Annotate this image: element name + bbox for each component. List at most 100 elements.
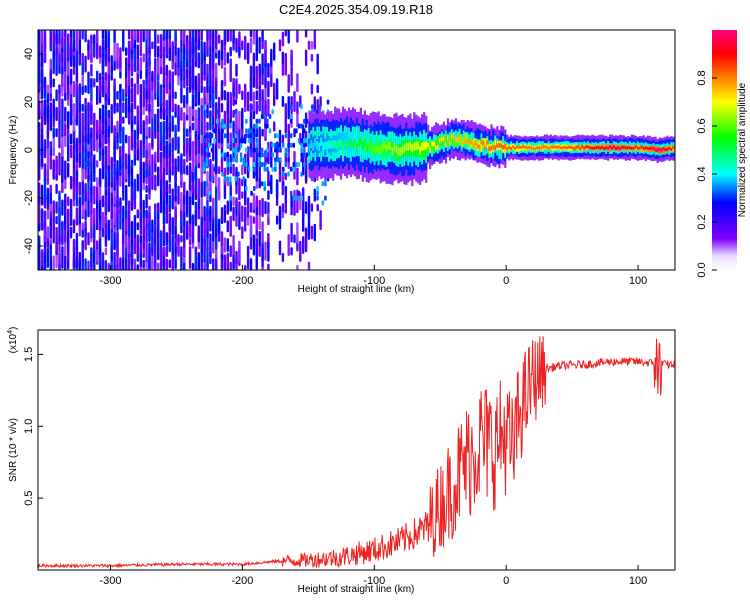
- heatmap-cell: [116, 42, 119, 61]
- heatmap-cell: [151, 96, 154, 119]
- heatmap-cell: [197, 208, 200, 220]
- heatmap-cell: [456, 137, 459, 147]
- heatmap-cell: [253, 186, 256, 191]
- heatmap-cell: [267, 170, 270, 182]
- heatmap-cell: [90, 64, 93, 77]
- heatmap-cell: [165, 30, 169, 39]
- heatmap-cell: [78, 30, 81, 41]
- heatmap-cell: [238, 210, 241, 231]
- heatmap-cell: [253, 123, 256, 129]
- heatmap-cell: [249, 215, 253, 238]
- heatmap-cell: [183, 158, 186, 170]
- heatmap-cell: [363, 138, 366, 147]
- heatmap-cell: [139, 108, 142, 120]
- heatmap-cell: [217, 218, 221, 235]
- heatmap-cell: [258, 135, 261, 155]
- heatmap-cell: [122, 205, 125, 223]
- heatmap-cell: [421, 142, 424, 151]
- heatmap-cell: [78, 83, 81, 95]
- heatmap-cell: [313, 223, 316, 242]
- heatmap-cell: [110, 229, 113, 248]
- heatmap-cell: [197, 30, 200, 38]
- heatmap-cell: [263, 181, 266, 187]
- heatmap-cell: [208, 190, 211, 196]
- heatmap-cell: [159, 66, 163, 75]
- heatmap-cell: [494, 145, 497, 150]
- heatmap-cell: [171, 152, 174, 164]
- heatmap-cell: [168, 183, 171, 195]
- heatmap-cell: [290, 49, 293, 67]
- heatmap-cell: [133, 56, 137, 73]
- heatmap-cell: [213, 138, 216, 143]
- heatmap-cell: [142, 120, 145, 133]
- heatmap-cell: [232, 120, 235, 133]
- heatmap-cell: [194, 184, 198, 194]
- heatmap-cell: [90, 34, 93, 44]
- heatmap-cell: [43, 76, 47, 89]
- heatmap-cell: [304, 201, 308, 214]
- heatmap-cell: [292, 195, 295, 201]
- heatmap-cell: [113, 251, 116, 270]
- heatmap-cell: [183, 94, 186, 109]
- heatmap-cell: [206, 63, 209, 77]
- heatmap-cell: [165, 35, 169, 56]
- heatmap-cell: [605, 146, 608, 150]
- snr-x-label: Height of straight line (km): [298, 584, 415, 595]
- heatmap-cell: [104, 247, 108, 256]
- heatmap-cell: [276, 147, 280, 153]
- heatmap-cell: [188, 106, 192, 122]
- heatmap-cell: [145, 115, 148, 126]
- heatmap-cell: [628, 146, 631, 150]
- heatmap-cell: [316, 204, 319, 212]
- heatmap-cell: [355, 143, 358, 152]
- heatmap-cell: [139, 166, 142, 187]
- heatmap-cell: [620, 145, 624, 149]
- heatmap-cell: [587, 145, 590, 149]
- heatmap-cell: [210, 176, 214, 182]
- heatmap-cell: [159, 230, 163, 248]
- heatmap-cell: [197, 240, 200, 250]
- heatmap-cell: [209, 45, 212, 58]
- heatmap-cell: [512, 145, 515, 149]
- heatmap-cell: [162, 30, 166, 41]
- heatmap-cell: [444, 136, 448, 146]
- heatmap-cell: [212, 30, 215, 44]
- heatmap-cell: [136, 264, 139, 270]
- heatmap-cell: [381, 143, 384, 152]
- heatmap-cell: [336, 141, 339, 150]
- heatmap-cell: [151, 88, 154, 102]
- heatmap-cell: [267, 98, 270, 117]
- heatmap-cell: [223, 254, 227, 270]
- heatmap-cell: [84, 207, 87, 221]
- heatmap-cell: [229, 184, 232, 194]
- heatmap-cell: [49, 65, 52, 88]
- heatmap-cell: [205, 147, 208, 153]
- heatmap-cell: [107, 178, 110, 188]
- heatmap-cell: [393, 144, 396, 162]
- heatmap-cell: [90, 210, 93, 230]
- heatmap-cell: [145, 194, 148, 209]
- heatmap-cell: [340, 139, 343, 148]
- heatmap-cell: [284, 201, 287, 214]
- heatmap-cell: [90, 40, 93, 63]
- heatmap-cell: [206, 199, 209, 217]
- heatmap-cell: [119, 47, 122, 69]
- heatmap-cell: [180, 235, 183, 243]
- heatmap-cell: [273, 42, 276, 61]
- heatmap-cell: [246, 91, 250, 112]
- heatmap-cell: [319, 210, 322, 231]
- heatmap-cell: [226, 30, 229, 43]
- heatmap-cell: [289, 190, 293, 196]
- heatmap-cell: [658, 147, 661, 151]
- heatmap-cell: [104, 115, 108, 138]
- heatmap-cell: [282, 171, 285, 177]
- heatmap-cell: [274, 166, 277, 172]
- heatmap-cell: [125, 184, 128, 206]
- heatmap-cell: [609, 145, 612, 149]
- heatmap-cell: [223, 66, 227, 87]
- heatmap-cell: [139, 83, 142, 95]
- heatmap-cell: [148, 205, 151, 222]
- heatmap-cell: [452, 133, 455, 138]
- heatmap-cell: [244, 35, 247, 55]
- heatmap-cell: [531, 147, 535, 151]
